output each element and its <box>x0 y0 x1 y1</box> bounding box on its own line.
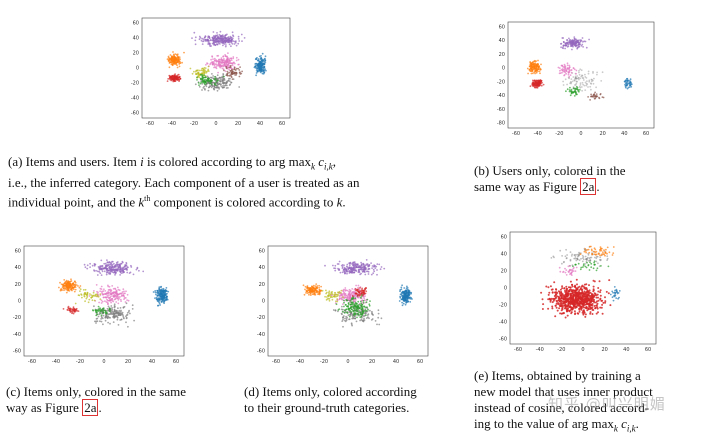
x-tick-label: 0 <box>102 359 105 365</box>
x-tick-label: 40 <box>623 347 629 353</box>
scatter-points <box>540 245 621 319</box>
y-tick-label: -40 <box>13 332 21 338</box>
x-tick-label: -40 <box>534 131 542 137</box>
x-tick-label: -60 <box>146 121 154 127</box>
caption-d: (d) Items only, colored according to the… <box>244 384 417 415</box>
y-tick-label: 60 <box>259 249 265 255</box>
scatter-points <box>58 259 170 328</box>
x-tick-label: 20 <box>599 131 605 137</box>
y-tick-label: -20 <box>499 303 507 309</box>
caption-b: (b) Users only, colored in the same way … <box>474 163 626 195</box>
y-tick-label: 0 <box>262 299 265 305</box>
y-tick-label: 40 <box>499 38 505 44</box>
x-tick-label: 60 <box>173 359 179 365</box>
scatter-points <box>166 30 267 92</box>
y-tick-label: 20 <box>133 51 139 57</box>
x-tick-label: -20 <box>190 121 198 127</box>
figure-ref-link[interactable]: 2a <box>82 399 99 416</box>
caption-e: (e) Items, obtained by training a new mo… <box>474 368 653 434</box>
scatter-plot-c: -60 -40 -20 0 20 40 60 60 40 20 0 -20 -40 -60 <box>13 245 185 365</box>
x-tick-label: -40 <box>168 121 176 127</box>
scatter-plot-a: -60 -40 -20 0 20 40 60 60 40 20 0 -20 -40 -60 <box>131 17 291 127</box>
scatter-plot-d: -60 -40 -20 0 20 40 60 60 40 20 0 -20 -40 -60 <box>257 245 429 365</box>
plot-frame <box>509 231 657 345</box>
x-tick-label: -20 <box>557 347 565 353</box>
x-tick-label: 40 <box>257 121 263 127</box>
y-tick-label: -40 <box>131 96 139 102</box>
y-tick-label: -40 <box>497 93 505 99</box>
y-tick-label: 40 <box>15 265 21 271</box>
plot-frame <box>507 21 655 129</box>
x-tick-label: 20 <box>125 359 131 365</box>
figure-ref-link[interactable]: 2a <box>580 178 597 195</box>
x-tick-label: -20 <box>76 359 84 365</box>
plot-frame <box>23 245 185 357</box>
y-tick-label: -20 <box>257 315 265 321</box>
x-tick-label: -60 <box>512 131 520 137</box>
x-tick-label: -40 <box>52 359 60 365</box>
y-tick-label: 20 <box>259 282 265 288</box>
y-tick-label: 60 <box>15 249 21 255</box>
plot-e: -60 -40 -20 0 20 40 60 60 40 20 0 -20 -40 -60 <box>488 228 664 356</box>
scatter-points <box>526 36 633 101</box>
plot-a: -60 -40 -20 0 20 40 60 60 40 20 0 -20 -40 -60 <box>120 14 300 132</box>
y-tick-label: 40 <box>259 265 265 271</box>
plot-frame <box>141 17 291 119</box>
y-tick-label: 60 <box>499 25 505 31</box>
x-tick-label: -40 <box>536 347 544 353</box>
plot-c: -60 -40 -20 0 20 40 60 60 40 20 0 -20 -40 -60 <box>4 242 194 370</box>
scatter-plot-b: -60 -40 -20 0 20 40 60 60 40 20 0 -20 -40 -60 -80 <box>497 21 655 137</box>
y-tick-label: -60 <box>497 107 505 113</box>
y-tick-label: -60 <box>257 349 265 355</box>
y-tick-label: 20 <box>15 282 21 288</box>
scatter-points <box>302 259 413 328</box>
y-tick-label: -60 <box>131 111 139 117</box>
x-tick-label: 20 <box>369 359 375 365</box>
y-tick-label: 20 <box>501 269 507 275</box>
x-tick-label: -20 <box>320 359 328 365</box>
y-tick-label: -20 <box>497 79 505 85</box>
x-tick-label: 60 <box>417 359 423 365</box>
plot-d: -60 -40 -20 0 20 40 60 60 40 20 0 -20 -40 -60 <box>248 242 438 370</box>
x-tick-label: 0 <box>214 121 217 127</box>
y-tick-label: 40 <box>133 36 139 42</box>
x-tick-label: -60 <box>514 347 522 353</box>
x-tick-label: 60 <box>279 121 285 127</box>
x-tick-label: -60 <box>272 359 280 365</box>
y-tick-label: -60 <box>13 349 21 355</box>
y-tick-label: -40 <box>499 320 507 326</box>
y-tick-label: 40 <box>501 252 507 258</box>
x-tick-label: 40 <box>621 131 627 137</box>
x-tick-label: 40 <box>149 359 155 365</box>
y-tick-label: -20 <box>13 315 21 321</box>
y-tick-label: -60 <box>499 337 507 343</box>
x-tick-label: -20 <box>555 131 563 137</box>
x-tick-label: -40 <box>296 359 304 365</box>
y-tick-label: -40 <box>257 332 265 338</box>
y-tick-label: -80 <box>497 121 505 127</box>
y-tick-label: 60 <box>133 21 139 27</box>
x-tick-label: 60 <box>645 347 651 353</box>
x-tick-label: 40 <box>393 359 399 365</box>
caption-c: (c) Items only, colored in the same way … <box>6 384 187 416</box>
x-tick-label: 20 <box>601 347 607 353</box>
y-tick-label: 0 <box>18 299 21 305</box>
x-tick-label: 20 <box>235 121 241 127</box>
x-tick-label: 0 <box>581 347 584 353</box>
watermark: 知乎 @叫兴明媚 <box>548 395 666 413</box>
y-tick-label: -20 <box>131 81 139 87</box>
y-tick-label: 0 <box>504 286 507 292</box>
y-tick-label: 0 <box>136 66 139 72</box>
y-tick-label: 0 <box>502 66 505 72</box>
x-tick-label: -60 <box>28 359 36 365</box>
x-tick-label: 0 <box>579 131 582 137</box>
caption-a: (a) Items and users. Item i is colored a… <box>8 154 360 209</box>
plot-frame <box>267 245 429 357</box>
plot-b: -60 -40 -20 0 20 40 60 60 40 20 0 -20 -40 -60 -80 <box>486 18 662 142</box>
x-tick-label: 60 <box>643 131 649 137</box>
scatter-plot-e: -60 -40 -20 0 20 40 60 60 40 20 0 -20 -40 -60 <box>499 231 657 353</box>
y-tick-label: 20 <box>499 52 505 58</box>
x-tick-label: 0 <box>346 359 349 365</box>
y-tick-label: 60 <box>501 235 507 241</box>
